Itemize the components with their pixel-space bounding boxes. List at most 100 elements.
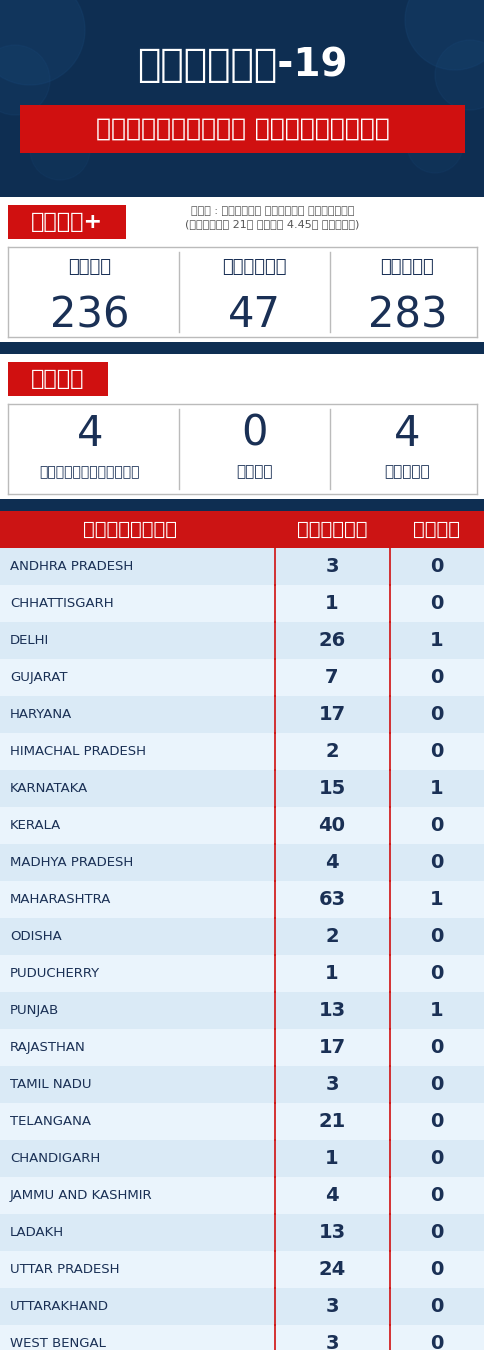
Text: ಸಾವು: ಸಾವು: [413, 520, 459, 539]
Text: 13: 13: [318, 1000, 345, 1021]
Text: 1: 1: [324, 594, 338, 613]
Text: ನಿನ್ನೆ: ನಿನ್ನೆ: [222, 258, 286, 275]
Bar: [0, 1324, 484, 1350]
Text: 3: 3: [325, 1075, 338, 1094]
Text: 236: 236: [50, 294, 129, 336]
Text: 0: 0: [429, 1187, 443, 1206]
Text: (ಮಾರ್ಚ್ 21ರ ಸಂಜೆ 4.45ರ ವರೆಗೆ): (ಮಾರ್ಚ್ 21ರ ಸಂಜೆ 4.45ರ ವರೆಗೆ): [185, 219, 359, 230]
Bar: [0, 1177, 484, 1214]
Text: 1: 1: [324, 1149, 338, 1168]
Text: UTTAR PRADESH: UTTAR PRADESH: [10, 1264, 119, 1276]
Text: 4: 4: [393, 413, 420, 455]
Text: TELANGANA: TELANGANA: [10, 1115, 91, 1129]
Text: CHHATTISGARH: CHHATTISGARH: [10, 597, 113, 610]
Bar: [0, 992, 484, 1029]
Bar: [0, 0, 484, 185]
Text: 40: 40: [318, 815, 345, 836]
Text: ODISHA: ODISHA: [10, 930, 61, 944]
Text: 26: 26: [318, 630, 345, 649]
Text: 0: 0: [429, 1038, 443, 1057]
Text: ಒಟ್ಟು: ಒಟ್ಟು: [384, 464, 429, 479]
Text: 17: 17: [318, 705, 345, 724]
Text: 15: 15: [318, 779, 345, 798]
Text: 4: 4: [324, 853, 338, 872]
Text: 0: 0: [429, 1112, 443, 1131]
Bar: [0, 1029, 484, 1066]
Text: ಮೂಲ : ಕೇಂದ್ರ ಆರೋಗ್ಯ ಸಚಿವಾಲಯ: ಮೂಲ : ಕೇಂದ್ರ ಆರೋಗ್ಯ ಸಚಿವಾಲಯ: [190, 207, 353, 216]
Text: 0: 0: [429, 743, 443, 761]
Text: 0: 0: [429, 964, 443, 983]
Text: GUJARAT: GUJARAT: [10, 671, 67, 684]
Text: 2: 2: [324, 743, 338, 761]
Circle shape: [434, 40, 484, 109]
Bar: [8, 205, 126, 239]
Bar: [0, 918, 484, 954]
Text: MAHARASHTRA: MAHARASHTRA: [10, 892, 111, 906]
Bar: [8, 247, 476, 338]
Text: 0: 0: [429, 1075, 443, 1094]
Bar: [0, 697, 484, 733]
Text: ಭಾರತದಲ್ಲಿನ ಪ್ರಕರಣಗಳು: ಭಾರತದಲ್ಲಿನ ಪ್ರಕರಣಗಳು: [95, 117, 389, 140]
Bar: [0, 733, 484, 770]
Text: RAJASTHAN: RAJASTHAN: [10, 1041, 86, 1054]
Text: WEST BENGAL: WEST BENGAL: [10, 1336, 106, 1350]
Bar: [0, 769, 484, 807]
Text: ನಿನ್ನೆಯವರೆಗೆ: ನಿನ್ನೆಯವರೆಗೆ: [39, 464, 140, 479]
Text: 63: 63: [318, 890, 345, 909]
Bar: [0, 1288, 484, 1324]
Text: ಇಂದು: ಇಂದು: [236, 464, 272, 479]
Text: KERALA: KERALA: [10, 819, 61, 832]
Bar: [0, 1066, 484, 1103]
Bar: [0, 197, 484, 342]
Text: ರಾಜ್ಯಗಳು: ರಾಜ್ಯಗಳು: [83, 520, 177, 539]
Text: 1: 1: [429, 890, 443, 909]
Text: 0: 0: [429, 1223, 443, 1242]
Text: 1: 1: [429, 1000, 443, 1021]
Text: ಕೋವಿಡ್-19: ಕೋವಿಡ್-19: [137, 46, 347, 84]
Text: 0: 0: [429, 1297, 443, 1316]
Text: 17: 17: [318, 1038, 345, 1057]
Text: 3: 3: [325, 1297, 338, 1316]
Text: HARYANA: HARYANA: [10, 707, 72, 721]
Bar: [0, 807, 484, 844]
Text: ಪ್ರಕರಣ: ಪ್ರಕರಣ: [296, 520, 366, 539]
Text: 1: 1: [429, 779, 443, 798]
Text: 3: 3: [325, 558, 338, 576]
Bar: [8, 404, 476, 494]
Bar: [8, 362, 108, 396]
Text: 24: 24: [318, 1260, 345, 1278]
Text: ANDHRA PRADESH: ANDHRA PRADESH: [10, 560, 133, 572]
Text: JAMMU AND KASHMIR: JAMMU AND KASHMIR: [10, 1189, 152, 1202]
Text: 0: 0: [429, 1260, 443, 1278]
Text: 7: 7: [325, 668, 338, 687]
Text: 4: 4: [324, 1187, 338, 1206]
Bar: [0, 1103, 484, 1139]
Circle shape: [0, 45, 50, 115]
Text: ವರದಿ+: ವರದಿ+: [31, 212, 103, 232]
Text: 13: 13: [318, 1223, 345, 1242]
Bar: [0, 659, 484, 697]
Bar: [0, 585, 484, 622]
Text: 1: 1: [429, 630, 443, 649]
Text: UTTARAKHAND: UTTARAKHAND: [10, 1300, 109, 1314]
Text: 0: 0: [429, 705, 443, 724]
Text: 283: 283: [367, 294, 446, 336]
Circle shape: [30, 120, 90, 180]
Text: 21: 21: [318, 1112, 345, 1131]
Text: ಸಾವು: ಸಾವು: [31, 369, 85, 389]
Text: TAMIL NADU: TAMIL NADU: [10, 1079, 91, 1091]
Bar: [20, 105, 464, 153]
Bar: [0, 844, 484, 882]
Bar: [0, 354, 484, 500]
Text: 4: 4: [76, 413, 103, 455]
Text: 0: 0: [429, 1334, 443, 1350]
Bar: [0, 512, 484, 548]
Text: 0: 0: [429, 668, 443, 687]
Text: ಒಟ್ಟು: ಒಟ್ಟು: [380, 258, 433, 275]
Circle shape: [404, 0, 484, 70]
Text: 0: 0: [429, 853, 443, 872]
Bar: [0, 548, 484, 585]
Text: DELHI: DELHI: [10, 634, 49, 647]
Text: HIMACHAL PRADESH: HIMACHAL PRADESH: [10, 745, 146, 757]
Text: 0: 0: [429, 927, 443, 946]
